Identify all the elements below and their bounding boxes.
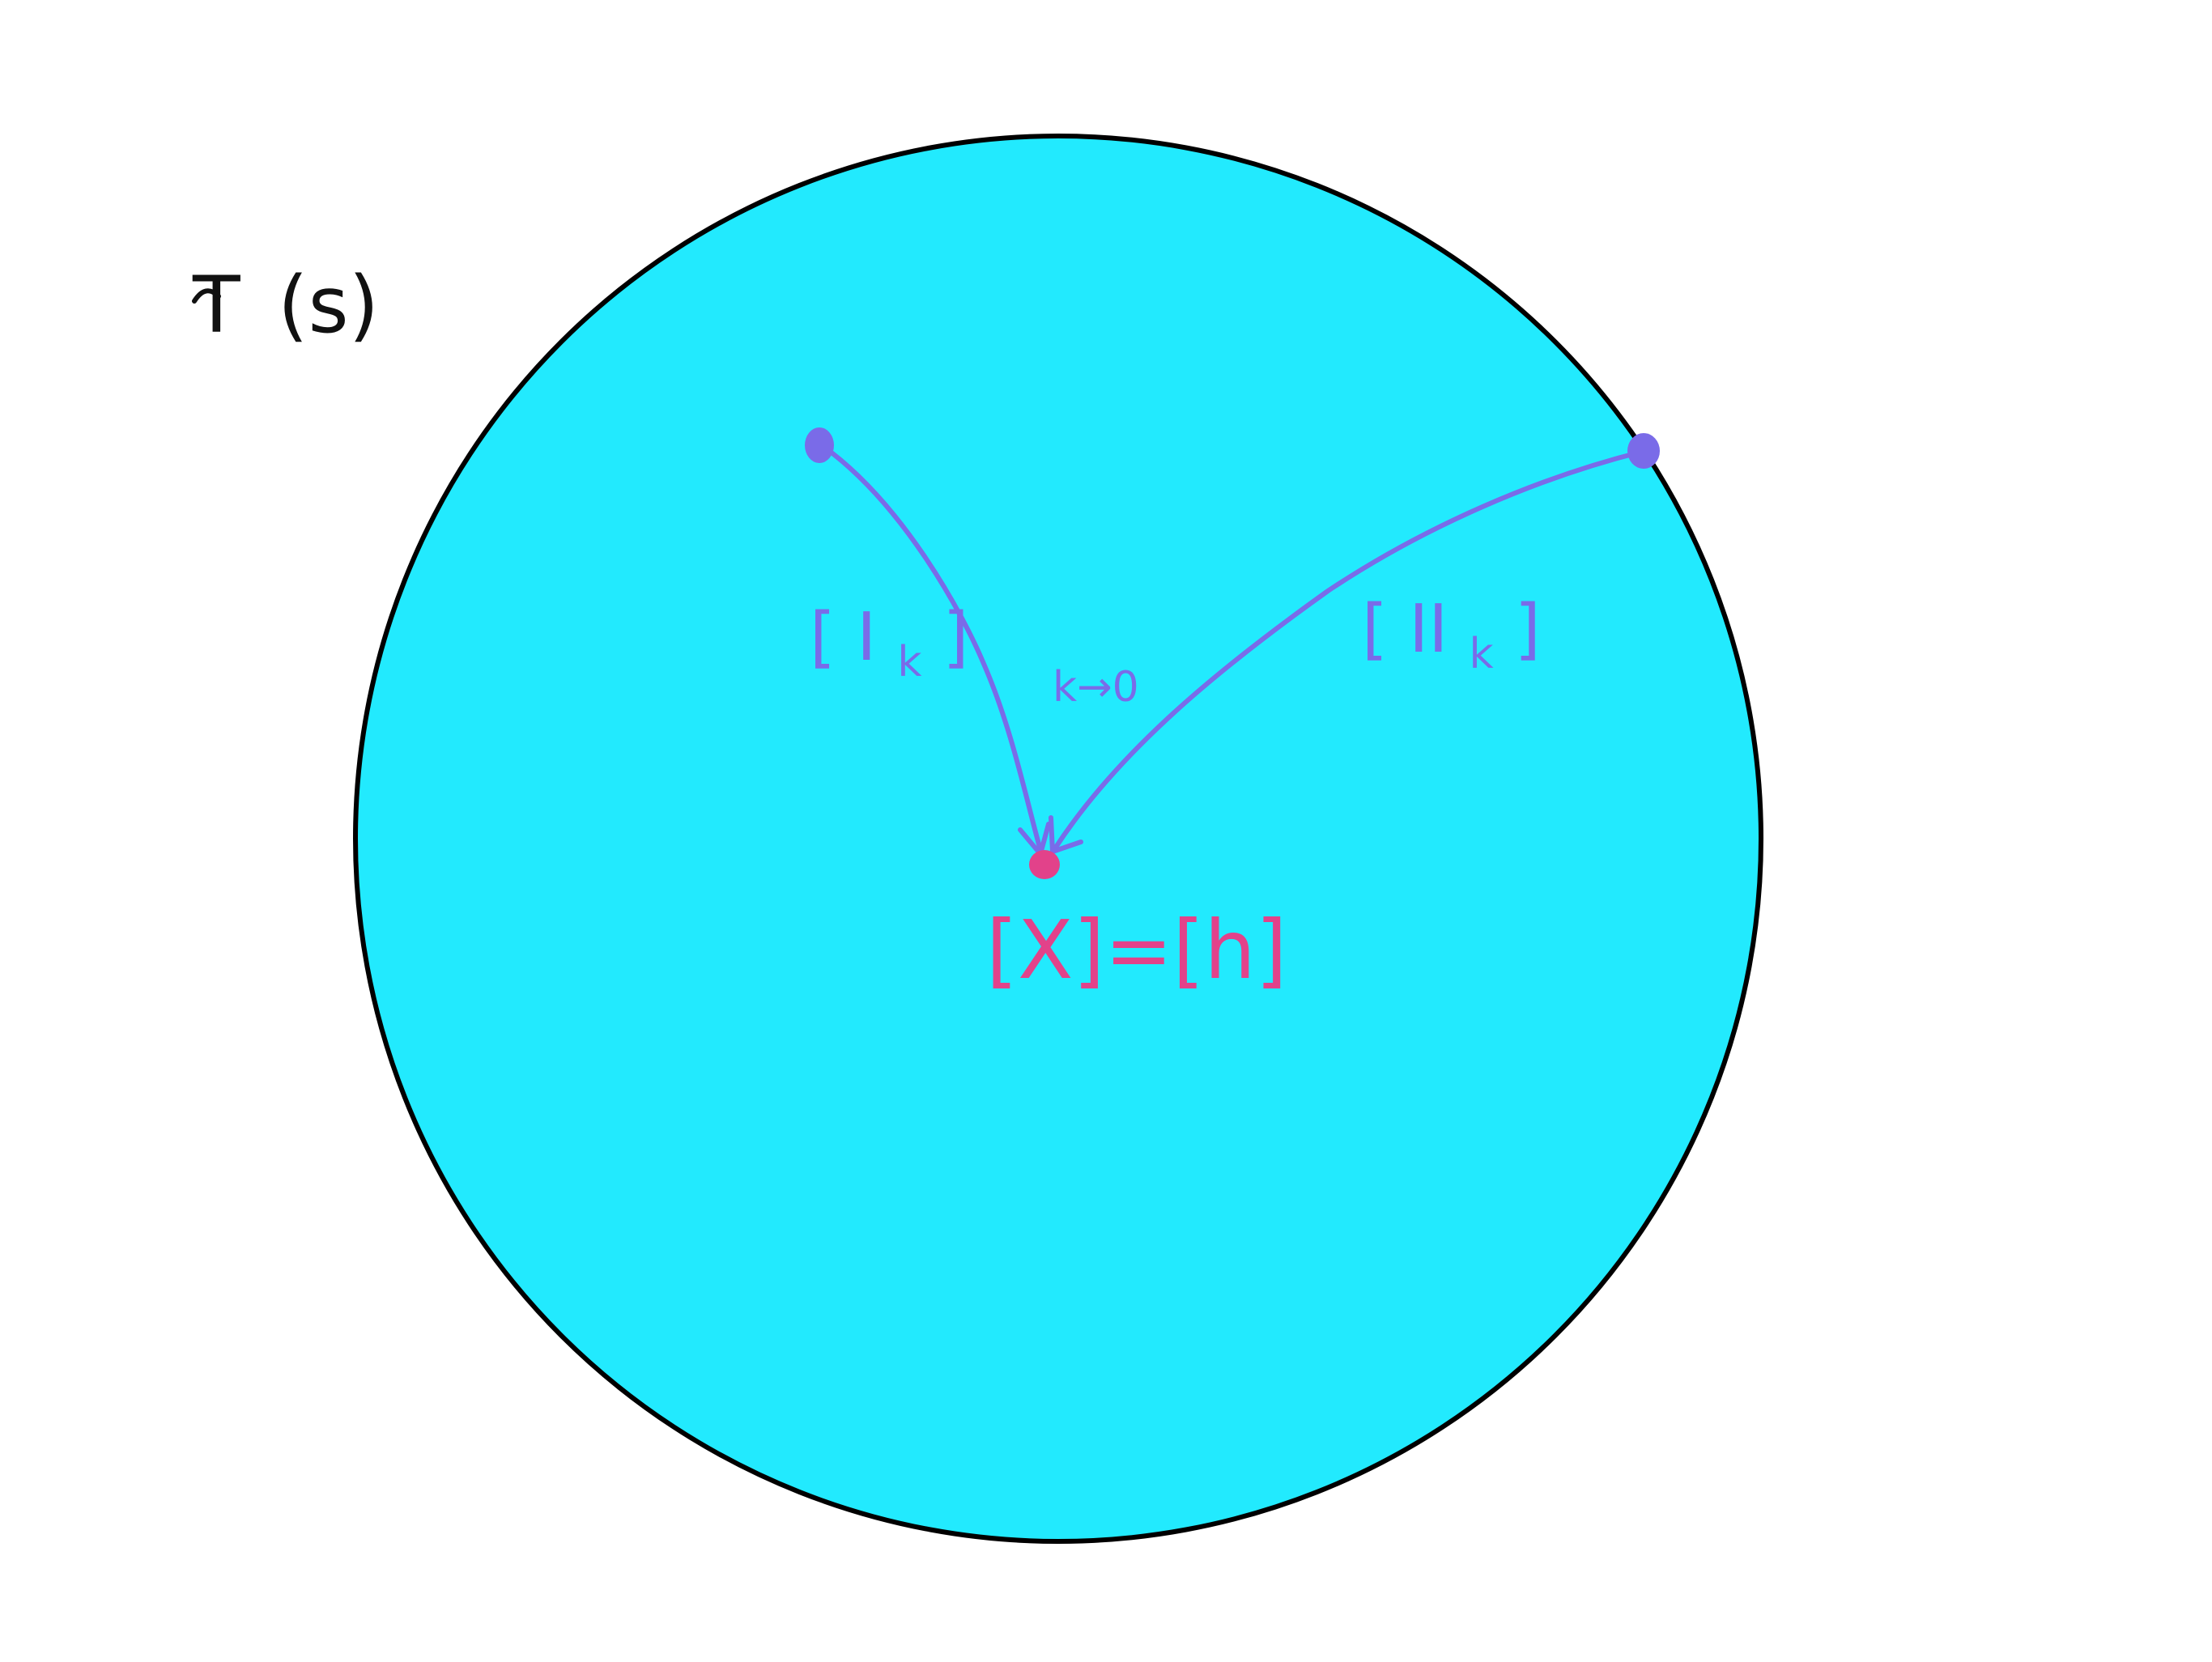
path-one-bracket-open: [ <box>810 599 836 676</box>
disk <box>353 134 1763 1544</box>
path-one-subscript: k <box>897 638 921 686</box>
space-label-prefix: T <box>192 260 240 351</box>
path-two-label: [ II k ] <box>1362 591 1541 684</box>
path-one-label: [ I k ] <box>810 599 969 692</box>
space-label-argument: (s) <box>278 260 379 351</box>
path-one-bracket-close: ] <box>943 599 969 676</box>
space-label: T (s) <box>192 260 379 351</box>
path-two-bracket-close: ] <box>1515 591 1541 668</box>
path-two-bracket-open: [ <box>1362 591 1388 668</box>
limit-label: k→0 <box>1053 663 1139 712</box>
space-label-hook <box>192 288 221 304</box>
path-one-symbol: I <box>857 599 876 676</box>
path-two-symbol: II <box>1409 591 1448 668</box>
path-one-start-point <box>805 427 834 463</box>
path-two-subscript: k <box>1470 630 1494 678</box>
path-one-curve <box>817 441 1043 852</box>
limit-point <box>1029 850 1060 879</box>
path-two-arrowhead <box>1049 815 1083 854</box>
path-two-curve <box>1053 449 1644 851</box>
path-two-start-point <box>1627 433 1660 469</box>
limit-point-label: [X]=[h] <box>986 903 1287 997</box>
